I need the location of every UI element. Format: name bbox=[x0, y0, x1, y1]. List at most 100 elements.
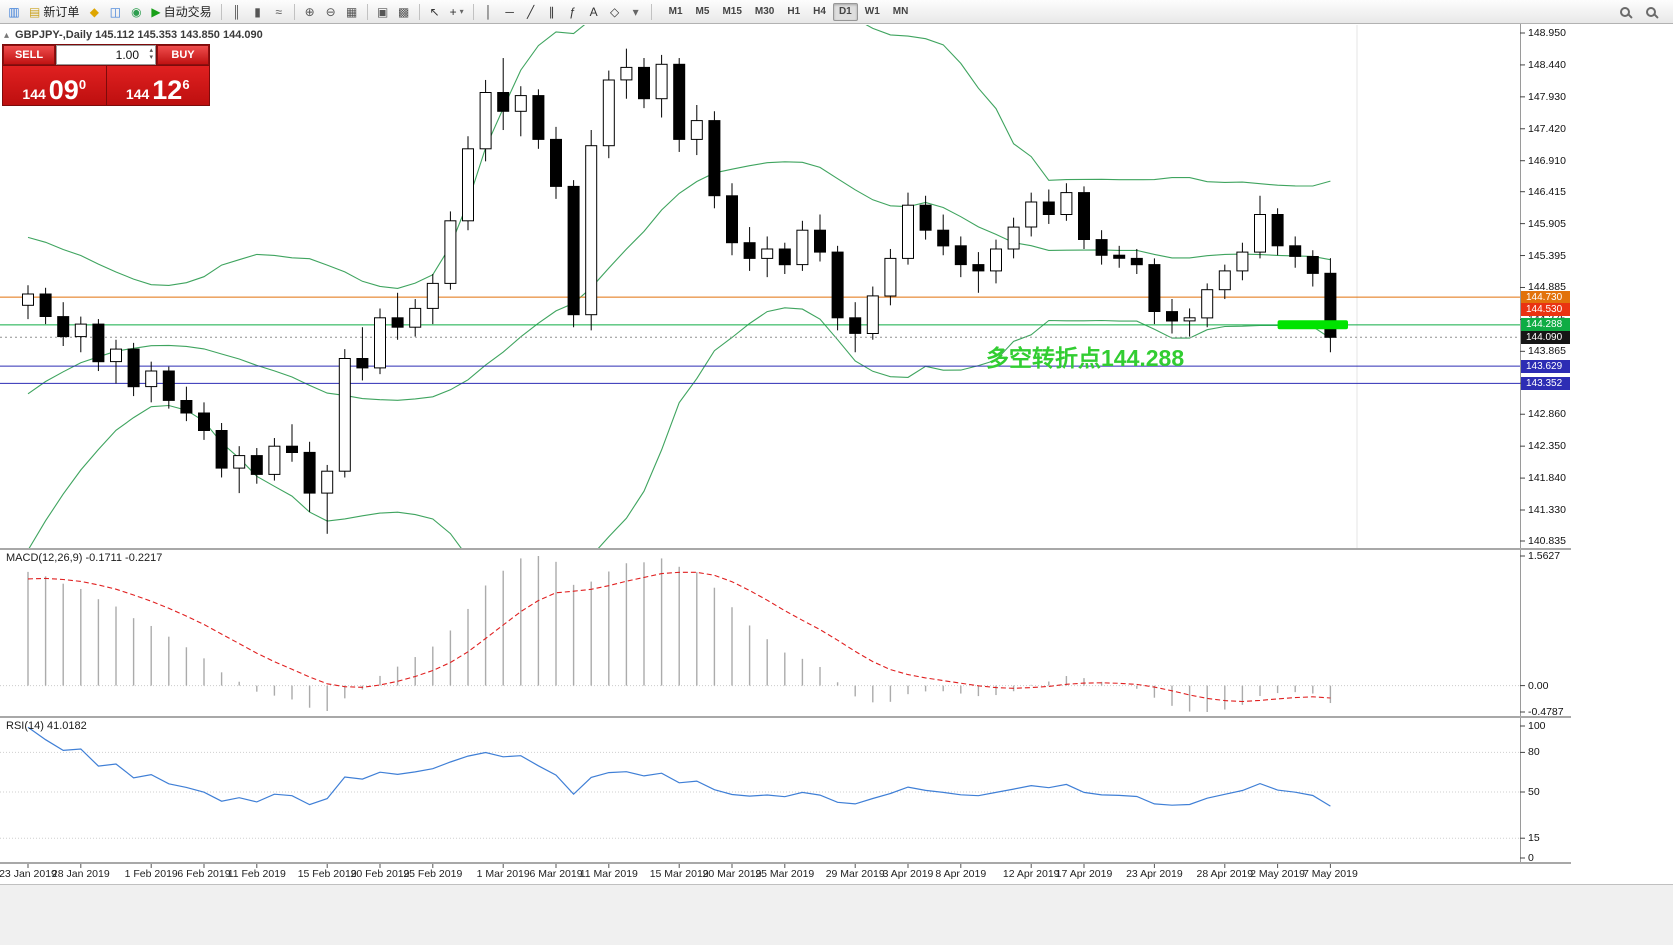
market-watch-icon: ◆ bbox=[89, 4, 99, 19]
panel-resize-handle[interactable] bbox=[0, 716, 1571, 718]
price-tick: 143.865 bbox=[1528, 345, 1566, 358]
price-tick: 142.350 bbox=[1528, 440, 1566, 453]
crosshair-icon[interactable]: + ▾ bbox=[446, 2, 468, 22]
zoom-out-icon[interactable]: ⊖ bbox=[321, 2, 341, 22]
price-axis[interactable] bbox=[1520, 24, 1570, 884]
shapes-icon[interactable]: ◇ bbox=[605, 2, 625, 22]
new-window-icon: ▣ bbox=[376, 4, 389, 19]
auto-trading-button: ▶ bbox=[151, 4, 161, 19]
price-badge: 143.352 bbox=[1521, 376, 1570, 390]
sell-button[interactable]: SELL bbox=[3, 45, 55, 65]
date-tick-label: 25 Feb 2019 bbox=[403, 868, 463, 880]
date-tick-label: 20 Feb 2019 bbox=[350, 868, 410, 880]
tile-windows-icon: ▦ bbox=[345, 4, 358, 19]
text-label-icon[interactable]: A bbox=[584, 2, 604, 22]
candlestick-chart-icon[interactable]: ▮ bbox=[248, 2, 268, 22]
price-tick: 148.950 bbox=[1528, 27, 1566, 39]
macd-label: MACD(12,26,9) -0.1711 -0.2217 bbox=[6, 552, 163, 564]
line-chart-icon: ≈ bbox=[275, 4, 282, 19]
new-order-button: ▤ bbox=[29, 4, 41, 19]
price-tick: 146.910 bbox=[1528, 154, 1566, 167]
charts-icon[interactable]: ▥ bbox=[4, 2, 24, 22]
buy-price-point: 6 bbox=[182, 77, 190, 92]
timeframe-d1-button[interactable]: D1 bbox=[832, 2, 858, 21]
horizontal-line-icon[interactable]: ─ bbox=[500, 2, 520, 22]
objects-dropdown[interactable]: ▾ bbox=[626, 2, 646, 22]
navigator-icon: ◉ bbox=[131, 4, 142, 19]
window-bottom-strip bbox=[0, 884, 1673, 945]
sell-price-base: 144 bbox=[22, 86, 46, 102]
date-tick-label: 23 Jan 2019 bbox=[0, 868, 57, 880]
sell-price-button[interactable]: 144 09 0 bbox=[3, 66, 106, 105]
price-tick: 140.835 bbox=[1528, 534, 1566, 547]
shapes-icon: ◇ bbox=[610, 4, 620, 19]
toolbar-separator bbox=[650, 3, 652, 20]
cursor-icon[interactable]: ↖ bbox=[425, 2, 445, 22]
price-tick: 145.905 bbox=[1528, 217, 1566, 230]
new-window-icon[interactable]: ▣ bbox=[373, 2, 393, 22]
price-tick: 142.860 bbox=[1528, 408, 1566, 421]
volume-spinner[interactable]: ▴ ▾ bbox=[149, 47, 153, 61]
line-chart-icon[interactable]: ≈ bbox=[269, 2, 289, 22]
timeframe-m1-button[interactable]: M1 bbox=[663, 3, 689, 21]
zoom-in-icon[interactable]: ⊕ bbox=[300, 2, 320, 22]
time-axis[interactable] bbox=[0, 864, 1673, 884]
charts-icon: ▥ bbox=[8, 4, 20, 19]
panel-resize-handle[interactable] bbox=[0, 548, 1571, 550]
volume-input[interactable]: 1.00 ▴ ▾ bbox=[56, 45, 156, 65]
buy-price-pips: 12 bbox=[152, 75, 183, 105]
volume-down-icon[interactable]: ▾ bbox=[149, 54, 153, 61]
sell-price-point: 0 bbox=[78, 77, 87, 92]
vertical-line-icon: │ bbox=[484, 4, 493, 19]
timeframe-w1-button[interactable]: W1 bbox=[859, 3, 886, 21]
auto-trading-button-label: 自动交易 bbox=[163, 5, 212, 19]
date-tick-label: 11 Mar 2019 bbox=[579, 868, 638, 880]
date-tick-label: 17 Apr 2019 bbox=[1055, 868, 1113, 880]
rsi-scale-label: 100 bbox=[1528, 720, 1546, 732]
horizontal-line-icon: ─ bbox=[505, 4, 514, 19]
cascade-windows-icon[interactable]: ▩ bbox=[394, 2, 414, 22]
volume-value: 1.00 bbox=[115, 48, 139, 62]
date-tick-label: 6 Mar 2019 bbox=[529, 868, 583, 880]
toolbar-separator bbox=[366, 3, 368, 20]
panel-resize-handle[interactable] bbox=[0, 862, 1571, 864]
timeframe-h4-button[interactable]: H4 bbox=[807, 3, 832, 21]
price-tick: 146.415 bbox=[1528, 185, 1566, 198]
channel-icon: ∥ bbox=[548, 4, 555, 19]
tile-windows-icon[interactable]: ▦ bbox=[342, 2, 362, 22]
data-window-icon[interactable]: ◫ bbox=[105, 2, 125, 22]
macd-scale-label: 0.00 bbox=[1528, 679, 1549, 692]
date-tick-label: 6 Feb 2019 bbox=[177, 868, 231, 880]
bar-chart-icon[interactable]: ║ bbox=[227, 2, 247, 22]
one-click-collapse-toggle[interactable]: ▴ bbox=[4, 29, 10, 41]
auto-trading-button[interactable]: ▶ 自动交易 bbox=[147, 2, 215, 22]
date-tick-label: 3 Apr 2019 bbox=[882, 868, 934, 880]
navigator-icon[interactable]: ◉ bbox=[126, 2, 146, 22]
zoom-search-icon[interactable] bbox=[1615, 2, 1635, 22]
trendline-icon[interactable]: ╱ bbox=[521, 2, 541, 22]
buy-price-button[interactable]: 144 12 6 bbox=[106, 66, 209, 105]
new-order-button[interactable]: ▤ 新订单 bbox=[25, 2, 83, 22]
price-badge: 144.090 bbox=[1521, 330, 1570, 344]
timeframe-m15-button[interactable]: M15 bbox=[716, 3, 747, 21]
fibonacci-icon[interactable]: ƒ bbox=[563, 2, 583, 22]
date-tick-label: 1 Mar 2019 bbox=[476, 868, 530, 880]
timeframe-mn-button[interactable]: MN bbox=[887, 3, 915, 21]
channel-icon[interactable]: ∥ bbox=[542, 2, 562, 22]
volume-up-icon[interactable]: ▴ bbox=[149, 47, 153, 54]
rsi-scale-label: 15 bbox=[1528, 832, 1540, 845]
vertical-line-icon[interactable]: │ bbox=[479, 2, 499, 22]
timeframe-m5-button[interactable]: M5 bbox=[690, 3, 716, 21]
price-tick: 141.840 bbox=[1528, 472, 1566, 485]
price-badge: 144.530 bbox=[1521, 303, 1570, 317]
buy-button[interactable]: BUY bbox=[157, 45, 209, 65]
market-watch-icon[interactable]: ◆ bbox=[84, 2, 104, 22]
symbol-search-icon[interactable] bbox=[1641, 2, 1661, 22]
chart-annotation-text: 多空转折点144.288 bbox=[986, 345, 1185, 371]
timeframe-h1-button[interactable]: H1 bbox=[781, 3, 806, 21]
price-tick: 141.330 bbox=[1528, 504, 1566, 516]
timeframe-m30-button[interactable]: M30 bbox=[749, 3, 780, 21]
chart-header: ▴ GBPJPY-,Daily 145.112 145.353 143.850 … bbox=[4, 29, 263, 41]
